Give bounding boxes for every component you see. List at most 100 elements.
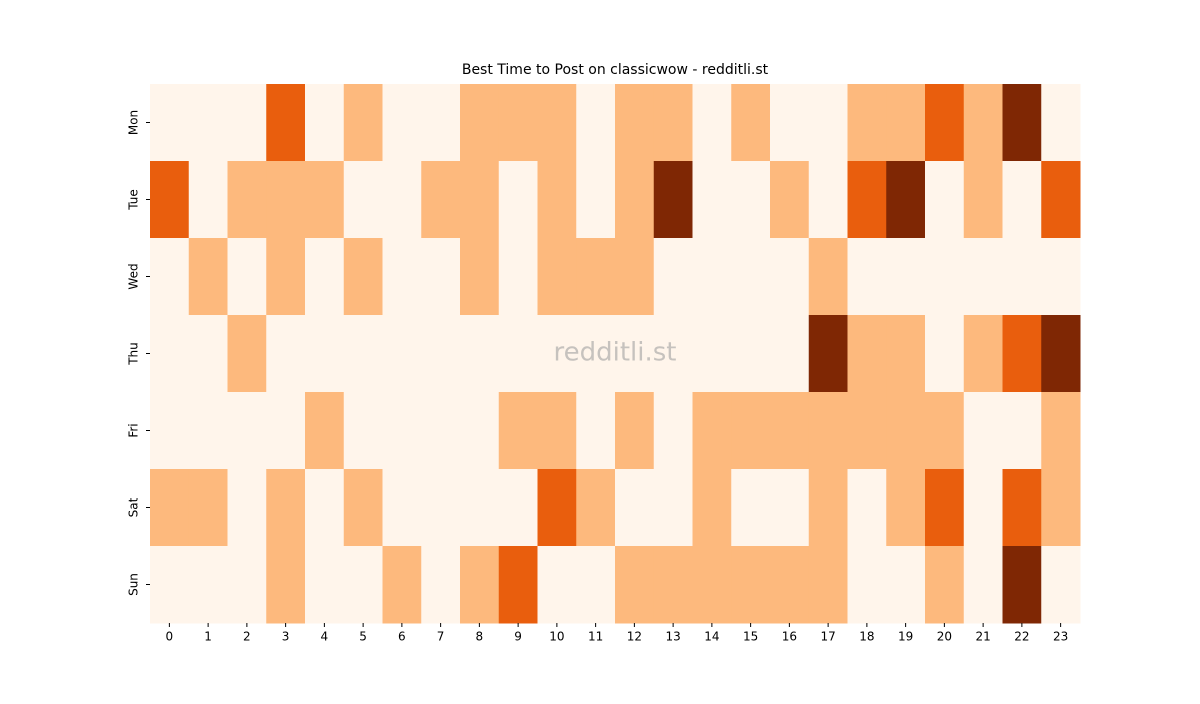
cell bbox=[305, 315, 345, 393]
x-tick-label: 2 bbox=[243, 630, 251, 644]
cell bbox=[382, 469, 422, 547]
cell bbox=[382, 238, 422, 316]
cell bbox=[731, 161, 771, 239]
cell bbox=[188, 315, 228, 393]
cell bbox=[692, 161, 732, 239]
y-tick-label: Mon bbox=[127, 110, 141, 135]
y-tick-label: Sat bbox=[127, 497, 141, 517]
cell bbox=[227, 315, 267, 393]
cell bbox=[731, 315, 771, 393]
cell bbox=[808, 161, 848, 239]
cell bbox=[886, 392, 926, 470]
cell bbox=[770, 238, 810, 316]
cell bbox=[1041, 161, 1081, 239]
cell bbox=[343, 469, 383, 547]
cell bbox=[576, 315, 616, 393]
cell bbox=[615, 238, 655, 316]
cell bbox=[692, 469, 732, 547]
cell bbox=[266, 546, 306, 624]
cell bbox=[537, 469, 577, 547]
cell bbox=[615, 469, 655, 547]
cell bbox=[731, 469, 771, 547]
cell bbox=[925, 392, 965, 470]
cell bbox=[188, 469, 228, 547]
x-tick-label: 12 bbox=[627, 630, 642, 644]
cell bbox=[343, 392, 383, 470]
cell bbox=[808, 546, 848, 624]
cell bbox=[343, 238, 383, 316]
cell bbox=[498, 161, 538, 239]
x-tick-label: 17 bbox=[820, 630, 835, 644]
cell bbox=[576, 392, 616, 470]
cell bbox=[847, 315, 887, 393]
cell bbox=[1002, 161, 1042, 239]
cell bbox=[925, 546, 965, 624]
cell bbox=[808, 315, 848, 393]
cell bbox=[615, 392, 655, 470]
x-tick-label: 11 bbox=[588, 630, 603, 644]
cell bbox=[305, 84, 345, 162]
cell bbox=[963, 469, 1003, 547]
cell bbox=[1041, 315, 1081, 393]
cell bbox=[653, 315, 693, 393]
cell bbox=[925, 161, 965, 239]
cell bbox=[421, 161, 461, 239]
x-tick-label: 4 bbox=[321, 630, 329, 644]
cell bbox=[963, 84, 1003, 162]
cell bbox=[421, 84, 461, 162]
x-tick-label: 15 bbox=[743, 630, 758, 644]
cell bbox=[808, 84, 848, 162]
x-tick-label: 6 bbox=[398, 630, 406, 644]
cell bbox=[770, 546, 810, 624]
cell bbox=[963, 161, 1003, 239]
cell bbox=[537, 238, 577, 316]
cell bbox=[227, 161, 267, 239]
cell bbox=[692, 546, 732, 624]
cell bbox=[847, 546, 887, 624]
cell bbox=[227, 84, 267, 162]
cell bbox=[188, 392, 228, 470]
cell bbox=[421, 238, 461, 316]
x-tick-label: 9 bbox=[514, 630, 522, 644]
cell bbox=[305, 161, 345, 239]
x-tick-label: 5 bbox=[359, 630, 367, 644]
x-tick-label: 21 bbox=[975, 630, 990, 644]
cell bbox=[460, 315, 500, 393]
cell bbox=[188, 161, 228, 239]
cell bbox=[1041, 238, 1081, 316]
cell bbox=[382, 161, 422, 239]
cell bbox=[343, 161, 383, 239]
cell bbox=[305, 392, 345, 470]
cell bbox=[498, 392, 538, 470]
cell bbox=[886, 161, 926, 239]
cell bbox=[343, 84, 383, 162]
cell bbox=[382, 315, 422, 393]
cell bbox=[615, 546, 655, 624]
cell bbox=[692, 84, 732, 162]
cell bbox=[150, 469, 190, 547]
cell bbox=[537, 315, 577, 393]
cell bbox=[266, 469, 306, 547]
cell bbox=[653, 546, 693, 624]
cell bbox=[576, 469, 616, 547]
cell bbox=[1002, 84, 1042, 162]
cell bbox=[576, 546, 616, 624]
x-tick-label: 13 bbox=[665, 630, 680, 644]
cell bbox=[498, 84, 538, 162]
cell bbox=[963, 315, 1003, 393]
cell bbox=[460, 84, 500, 162]
cell bbox=[1002, 392, 1042, 470]
cell bbox=[1002, 315, 1042, 393]
cell bbox=[770, 392, 810, 470]
cell bbox=[808, 238, 848, 316]
cell bbox=[227, 546, 267, 624]
cell bbox=[305, 238, 345, 316]
cell bbox=[847, 469, 887, 547]
cell bbox=[460, 546, 500, 624]
cell bbox=[266, 84, 306, 162]
cell bbox=[227, 469, 267, 547]
cell bbox=[1041, 469, 1081, 547]
x-tick-label: 16 bbox=[782, 630, 797, 644]
cell bbox=[537, 84, 577, 162]
